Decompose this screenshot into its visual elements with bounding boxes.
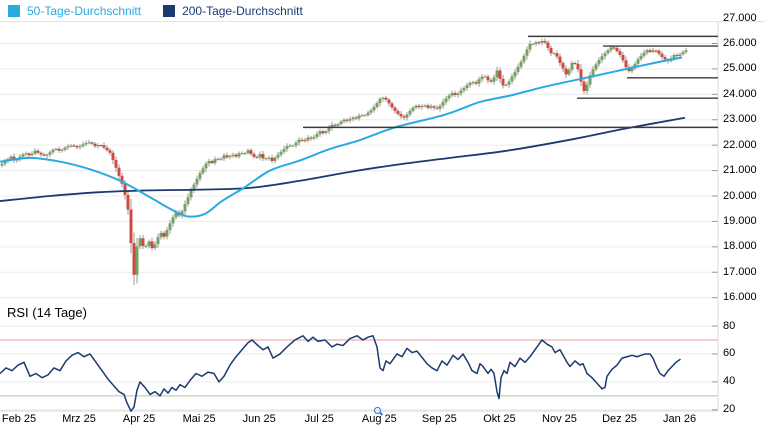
- legend-item-ma50: 50-Tage-Durchschnitt: [8, 4, 141, 18]
- rsi-axis-label: 60: [723, 347, 736, 360]
- date-axis-label: Jul 25: [304, 413, 334, 425]
- date-axis-label: Jan 26: [663, 413, 697, 425]
- price-axis-label: 25.000: [723, 62, 757, 75]
- zoom-tool-icon[interactable]: [374, 407, 384, 417]
- price-axis-label: 20.000: [723, 189, 757, 202]
- date-axis-label: Okt 25: [483, 413, 516, 425]
- price-axis-label: 18.000: [723, 240, 757, 253]
- rsi-axis-label: 20: [723, 403, 736, 416]
- date-axis-label: Feb 25: [1, 413, 37, 425]
- price-axis-label: 19.000: [723, 214, 757, 227]
- date-axis-label: Jun 25: [242, 413, 276, 425]
- price-axis-label: 17.000: [723, 265, 757, 278]
- rsi-panel-title: RSI (14 Tage): [7, 305, 87, 320]
- ma50-swatch-icon: [8, 4, 20, 17]
- price-axis-label: 24.000: [723, 87, 757, 100]
- price-axis-label: 21.000: [723, 164, 757, 177]
- price-axis-label: 16.000: [723, 291, 757, 304]
- date-axis-label: Nov 25: [542, 413, 577, 425]
- ma200-swatch-icon: [163, 4, 176, 17]
- price-axis-label: 26.000: [723, 37, 757, 49]
- ma50-legend-label: 50-Tage-Durchschnitt: [27, 3, 142, 18]
- legend-item-ma200: 200-Tage-Durchschnitt: [163, 4, 303, 18]
- date-axis-label: Mai 25: [182, 413, 216, 425]
- price-axis-label: 23.000: [723, 113, 757, 126]
- price-axis-label: 27.000: [723, 11, 757, 24]
- chart-legend: 50-Tage-Durchschnitt 200-Tage-Durchschni…: [0, 0, 765, 22]
- date-axis-label: Dez 25: [602, 413, 637, 425]
- date-axis-label: Apr 25: [122, 413, 156, 425]
- price-axis-label: 22.000: [723, 138, 757, 151]
- ma200-legend-label: 200-Tage-Durchschnitt: [182, 3, 303, 18]
- date-axis-label: Aug 25: [361, 413, 397, 425]
- date-axis-label: Sep 25: [421, 413, 457, 425]
- rsi-axis-label: 40: [723, 375, 736, 388]
- date-axis-label: Mrz 25: [62, 413, 96, 425]
- rsi-axis-label: 80: [723, 319, 736, 332]
